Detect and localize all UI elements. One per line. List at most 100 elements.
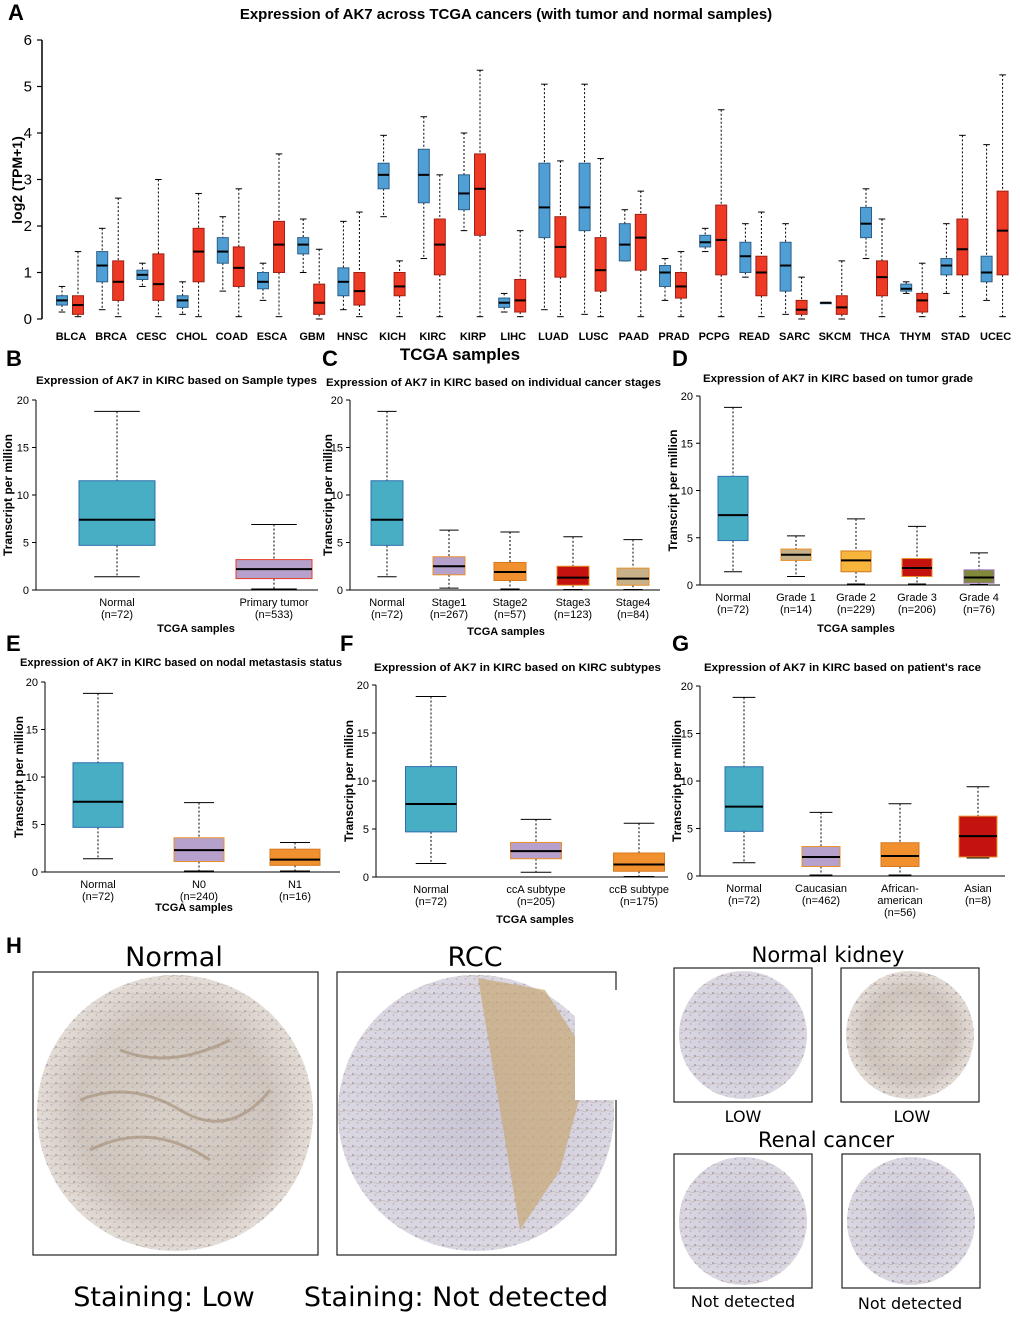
panel-c-group-label: Stage3 <box>556 597 591 609</box>
panel-f-group-n: (n=205) <box>517 896 555 908</box>
panel-f-box-0-box <box>405 766 457 833</box>
panel-a-tumor-ucec-box <box>996 190 1009 276</box>
renal-cancer-texture-1 <box>679 1157 807 1285</box>
rcc-title: RCC <box>447 942 502 973</box>
panel-a-category-label: KICH <box>379 331 406 343</box>
panel-b-ytick-label: 5 <box>23 538 29 550</box>
panel-b-group-n: (n=533) <box>255 609 293 621</box>
panel-b-label: B <box>6 346 22 371</box>
panel-a-normal-prad-box <box>659 265 671 287</box>
panel-f-ytick-label: 0 <box>363 872 369 884</box>
panel-e-group-label: N0 <box>192 879 206 891</box>
panel-h: H Normal Staining: Low RCC Staining: Not… <box>6 933 981 1313</box>
panel-b-box-0-box <box>78 480 156 546</box>
panel-c-ytick-label: 10 <box>331 490 343 502</box>
panel-c-box-3-box <box>556 565 590 586</box>
panel-d-ytick-label: 0 <box>687 580 693 592</box>
panel-d-group-n: (n=76) <box>963 604 995 616</box>
panel-a-tumor-read-box <box>755 255 768 297</box>
panel-a-tumor-esca-box <box>273 220 285 274</box>
panel-a-category-label: UCEC <box>980 331 1011 343</box>
panel-a-tumor-skcm-box <box>835 295 848 315</box>
panel-d-group-n: (n=72) <box>717 604 749 616</box>
panel-a-normal-coad-box <box>216 237 229 264</box>
panel-b-ytick-label: 20 <box>17 395 29 407</box>
panel-a-normal-kirc-box <box>417 148 430 204</box>
panel-a-chart: A Expression of AK7 across TCGA cancers (… <box>8 0 1011 343</box>
panel-b-xlabel: TCGA samples <box>157 623 235 635</box>
panel-d-ytick-label: 15 <box>681 438 693 450</box>
panel-g-group-n: (n=56) <box>884 907 916 919</box>
panel-a-category-label: KIRC <box>419 331 446 343</box>
rcc-staining-caption: Staining: Not detected <box>304 1282 608 1313</box>
panel-g-box-0-box <box>724 766 764 832</box>
panel-f-ytick-label: 5 <box>363 824 369 836</box>
panel-a-category-label: PAAD <box>619 331 649 343</box>
panel-a-normal-chol-box <box>176 295 189 308</box>
panel-a-normal-kirp-box <box>458 174 470 211</box>
panel-d-group-label: Grade 2 <box>836 592 876 604</box>
panel-f-ytick-label: 20 <box>357 680 369 692</box>
panel-f-ylabel: Transcript per million <box>342 720 356 842</box>
panel-g-group-label: African- <box>881 883 919 895</box>
panel-c-box-4-box <box>616 567 650 586</box>
panel-b-ytick-label: 15 <box>17 443 29 455</box>
panel-b-group-label: Normal <box>99 597 134 609</box>
panel-c-box-0-box <box>370 480 404 546</box>
panel-a-ylabel: log2 (TPM+1) <box>9 136 25 224</box>
panel-f-group-label: Normal <box>413 884 448 896</box>
panel-e-title: Expression of AK7 in KIRC based on nodal… <box>20 657 342 669</box>
panel-a-normal-pcpg-box <box>699 234 712 248</box>
panel-f-group-n: (n=72) <box>415 896 447 908</box>
panel-a-category-label: THCA <box>860 331 891 343</box>
panel-b-chart: B Expression of AK7 in KIRC based on Samp… <box>1 346 318 635</box>
panel-f-title: Expression of AK7 in KIRC based on KIRC … <box>374 662 661 674</box>
panel-a-category-label: LIHC <box>500 331 526 343</box>
normal-tissue-texture <box>37 975 313 1251</box>
panel-a-tumor-cesc-box <box>152 253 165 301</box>
panel-d-ylabel: Transcript per million <box>666 429 680 551</box>
panel-d-group-n: (n=14) <box>780 604 812 616</box>
panel-a-ytick-label: 1 <box>24 265 32 282</box>
normal-kidney-texture-2 <box>846 971 974 1099</box>
panel-a-tumor-kirp-box <box>474 153 486 236</box>
panel-a-category-label: SKCM <box>819 331 851 343</box>
panel-d-group-label: Grade 1 <box>776 592 816 604</box>
normal-kidney-caption-2: LOW <box>894 1107 931 1126</box>
panel-c-group-label: Normal <box>369 597 404 609</box>
panel-a-normal-lusc-box <box>578 162 591 232</box>
panel-a-tumor-chol-box <box>192 227 205 283</box>
panel-b-title: Expression of AK7 in KIRC based on Sampl… <box>36 375 317 387</box>
panel-e-box-0-box <box>72 762 124 828</box>
panel-f-group-label: ccB subtype <box>609 884 669 896</box>
panel-a-normal-sarc-box <box>779 241 792 292</box>
panel-a-category-label: BRCA <box>95 331 127 343</box>
panel-b-ytick-label: 10 <box>17 490 29 502</box>
panel-a-normal-brca-box <box>96 251 109 283</box>
normal-kidney-header: Normal kidney <box>752 943 905 967</box>
panel-g-title: Expression of AK7 in KIRC based on patie… <box>704 662 981 674</box>
panel-a-ytick-label: 5 <box>24 79 32 96</box>
panel-c-ytick-label: 20 <box>331 395 343 407</box>
normal-kidney-texture-1 <box>679 971 807 1099</box>
panel-c-group-label: Stage2 <box>493 597 528 609</box>
panel-a-tumor-sarc-box <box>795 299 808 315</box>
panel-g-chart: G Expression of AK7 in KIRC based on pati… <box>670 631 1005 919</box>
panel-a-category-label: BLCA <box>56 331 87 343</box>
panel-d-title: Expression of AK7 in KIRC based on tumor… <box>703 373 973 385</box>
panel-c-ylabel: Transcript per million <box>321 434 335 556</box>
panel-a-tumor-coad-box <box>232 246 245 287</box>
panel-a-category-label: STAD <box>941 331 970 343</box>
panel-f-label: F <box>340 631 353 656</box>
panel-d-group-label: Grade 3 <box>897 592 937 604</box>
normal-tubules <box>79 1038 272 1162</box>
panel-a-ytick-label: 2 <box>24 218 32 235</box>
panel-e-group-n: (n=72) <box>82 891 114 903</box>
panel-c-group-n: (n=72) <box>371 609 403 621</box>
panel-a-category-label: ESCA <box>257 331 288 343</box>
panel-a-ytick-label: 0 <box>24 311 32 328</box>
panel-e-ytick-label: 0 <box>32 867 38 879</box>
panel-c-ytick-label: 0 <box>337 585 343 597</box>
